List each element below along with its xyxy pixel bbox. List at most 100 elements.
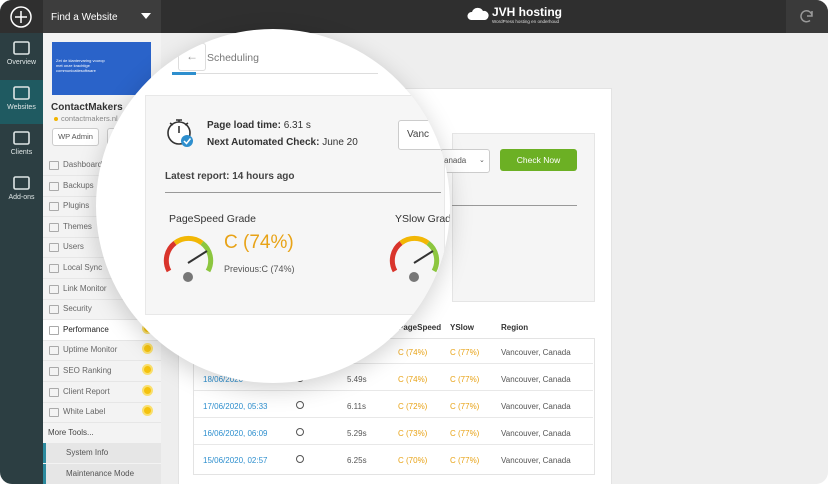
tool-label[interactable]: Maintenance Mode bbox=[66, 469, 135, 478]
cell-yslow: C (77%) bbox=[450, 429, 480, 438]
cell-pagespeed: C (72%) bbox=[398, 402, 428, 411]
grade-gauge bbox=[163, 235, 214, 282]
column-header: PageSpeed bbox=[398, 323, 442, 332]
nav-label[interactable]: Add-ons bbox=[8, 194, 35, 201]
menu-label[interactable]: Client Report bbox=[63, 386, 110, 396]
site-domain: contactmakers.nl bbox=[61, 114, 118, 123]
nav-icon[interactable] bbox=[13, 41, 30, 56]
cell-region: Vancouver, Canada bbox=[501, 348, 571, 357]
menu-icon bbox=[49, 222, 59, 232]
search-box[interactable] bbox=[43, 0, 161, 33]
premium-icon bbox=[144, 366, 151, 373]
premium-icon bbox=[144, 407, 151, 415]
premium-icon bbox=[144, 386, 151, 394]
next-label: Next Automated Check: bbox=[207, 137, 320, 148]
menu-icon bbox=[49, 346, 59, 356]
cell-pagespeed: C (74%) bbox=[398, 348, 428, 357]
menu-item[interactable] bbox=[43, 237, 161, 259]
grade-previous: Previous:C (74%) bbox=[224, 264, 295, 274]
menu-item[interactable] bbox=[43, 361, 161, 382]
back-button[interactable]: ← bbox=[178, 43, 206, 71]
tab-line bbox=[172, 73, 378, 74]
nav-icon[interactable] bbox=[13, 176, 30, 191]
menu-icon bbox=[49, 284, 59, 294]
menu-item[interactable] bbox=[43, 279, 161, 300]
menu-label[interactable]: Security bbox=[63, 304, 92, 314]
cell-date: 17/06/2020, 05:33 bbox=[203, 402, 268, 411]
site-thumbnail bbox=[52, 42, 151, 95]
menu-label[interactable]: Dashboard bbox=[63, 160, 103, 169]
column-header: Region bbox=[501, 323, 529, 332]
menu-item[interactable] bbox=[43, 402, 161, 424]
menu-label[interactable]: Plugins bbox=[63, 201, 90, 211]
menu-icon bbox=[49, 202, 59, 212]
menu-label[interactable]: Link Monitor bbox=[63, 283, 107, 293]
menu-label[interactable]: Backups bbox=[63, 180, 94, 190]
load-value: 6.31 s bbox=[283, 120, 311, 131]
add-icon[interactable] bbox=[10, 6, 32, 28]
menu-item[interactable] bbox=[43, 299, 161, 321]
nav-label[interactable]: Websites bbox=[7, 104, 36, 111]
dropdown-arrow bbox=[141, 13, 151, 19]
nav-icon[interactable] bbox=[13, 86, 30, 101]
nav-label[interactable]: Overview bbox=[6, 59, 37, 66]
cell-load: 5.49s bbox=[347, 375, 367, 384]
cell-region: Vancouver, Canada bbox=[501, 402, 571, 411]
menu-label[interactable]: Performance bbox=[63, 324, 109, 334]
grade-title: YSlow Grad bbox=[395, 213, 450, 225]
location-field[interactable]: Vanc bbox=[398, 120, 450, 150]
tagline: WordPress hosting en onderhoud bbox=[492, 19, 559, 24]
menu-item[interactable] bbox=[43, 382, 161, 403]
brand: JVH hosting bbox=[492, 5, 563, 19]
refresh-icon[interactable] bbox=[799, 9, 814, 24]
cell-date: 15/06/2020, 02:57 bbox=[203, 456, 268, 465]
row-line bbox=[194, 417, 593, 418]
tool-item[interactable] bbox=[43, 443, 161, 464]
clock-icon bbox=[296, 428, 304, 436]
cell-region: Vancouver, Canada bbox=[501, 375, 571, 384]
timer-icon bbox=[167, 119, 193, 147]
wp-admin-button[interactable]: WP Admin bbox=[52, 128, 99, 146]
menu-item[interactable] bbox=[43, 340, 161, 362]
menu-label[interactable]: Users bbox=[63, 242, 84, 252]
menu-label[interactable]: Local Sync bbox=[63, 263, 103, 272]
report-panel bbox=[145, 95, 445, 315]
row-line bbox=[194, 390, 593, 391]
cell-yslow: C (77%) bbox=[450, 456, 480, 465]
menu-item[interactable] bbox=[43, 319, 161, 341]
clock-icon bbox=[296, 455, 304, 463]
clock-icon bbox=[296, 401, 304, 409]
tool-item[interactable] bbox=[43, 464, 161, 484]
menu-label[interactable]: Themes bbox=[63, 221, 92, 231]
cell-yslow: C (77%) bbox=[450, 375, 480, 384]
thumb-text: Zet de klantervaring voorop met onze kra… bbox=[56, 58, 105, 73]
tab-scheduling[interactable]: Scheduling bbox=[207, 52, 259, 64]
divider bbox=[452, 205, 577, 206]
search-text[interactable]: Find a Website bbox=[51, 12, 118, 23]
cell-date: 16/06/2020, 06:09 bbox=[203, 429, 268, 438]
menu-icon bbox=[49, 243, 59, 253]
check-now-button[interactable]: Check Now bbox=[500, 149, 577, 171]
menu-label[interactable]: Uptime Monitor bbox=[63, 345, 118, 355]
logo-cloud bbox=[467, 7, 489, 20]
magnifier: ← Scheduling Page load time: 6.31 s Next… bbox=[96, 29, 450, 383]
menu-icon bbox=[49, 161, 59, 170]
menu-item[interactable] bbox=[43, 258, 161, 279]
nav-label[interactable]: Clients bbox=[10, 149, 33, 156]
grade-value: C (74%) bbox=[224, 232, 294, 253]
more-tools[interactable]: More Tools... bbox=[48, 427, 94, 437]
cell-pagespeed: C (74%) bbox=[398, 375, 428, 384]
menu-label[interactable]: White Label bbox=[63, 407, 106, 417]
row-line bbox=[194, 363, 593, 364]
menu-label[interactable]: SEO Ranking bbox=[63, 366, 112, 375]
next-value: June 20 bbox=[322, 137, 358, 148]
nav-icon[interactable] bbox=[13, 131, 30, 146]
tool-label[interactable]: System Info bbox=[66, 448, 109, 458]
region-select[interactable]: anada ⌄ bbox=[440, 149, 490, 173]
premium-icon bbox=[144, 345, 151, 353]
latest-report: Latest report: 14 hours ago bbox=[165, 171, 295, 182]
menu-icon bbox=[49, 181, 59, 191]
cell-pagespeed: C (70%) bbox=[398, 456, 428, 465]
menu-icon bbox=[49, 387, 59, 397]
